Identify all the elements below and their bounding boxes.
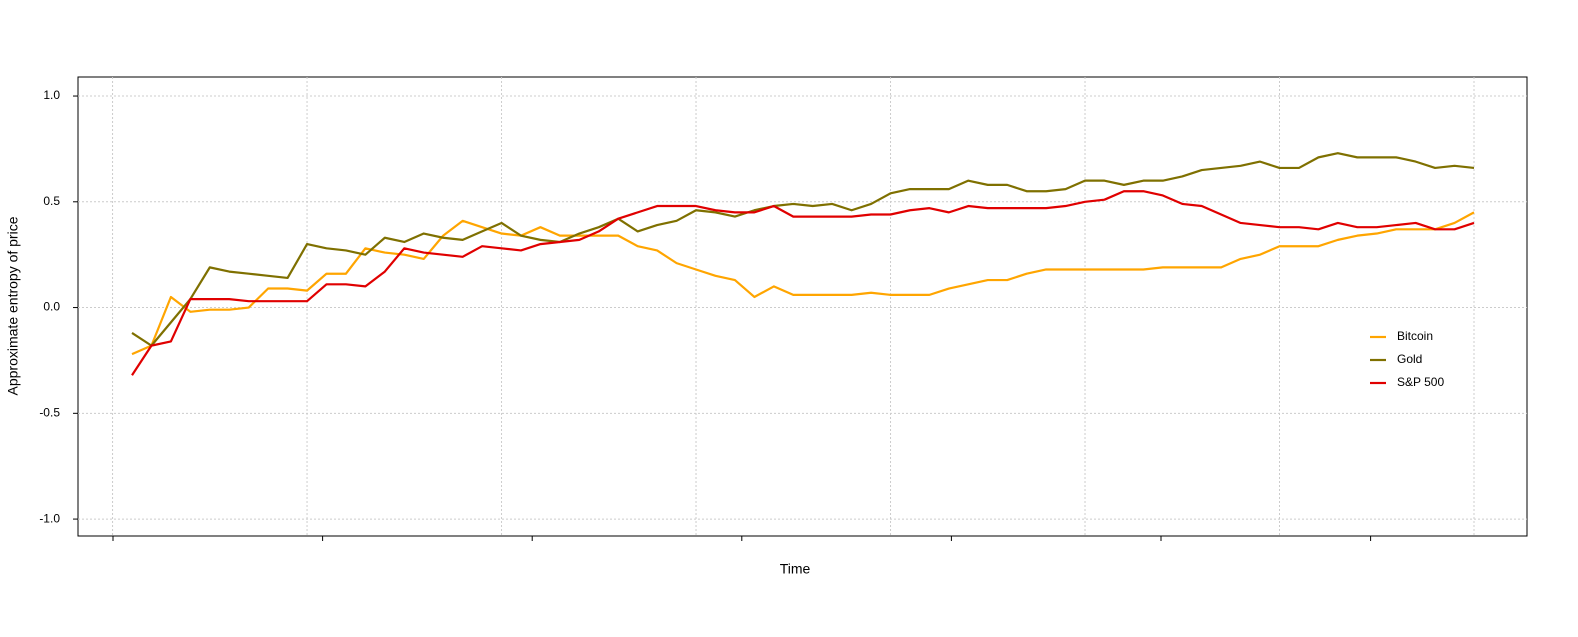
x-axis-label: Time xyxy=(780,561,811,577)
legend-label: Bitcoin xyxy=(1397,329,1433,343)
series-line xyxy=(131,190,1475,376)
y-tick-label: 1.0 xyxy=(43,88,60,102)
plot-frame xyxy=(77,76,1528,537)
series-line xyxy=(131,152,1475,347)
legend-label: S&P 500 xyxy=(1397,375,1444,389)
y-tick-label: -1.0 xyxy=(39,511,60,525)
y-axis-label: Approximate entropy of price xyxy=(5,216,21,395)
y-tick-label: -0.5 xyxy=(39,405,60,419)
legend-label: Gold xyxy=(1397,352,1422,366)
series-line xyxy=(131,211,1475,356)
y-tick-label: 0.5 xyxy=(43,194,60,208)
y-tick-label: 0.0 xyxy=(43,300,60,314)
